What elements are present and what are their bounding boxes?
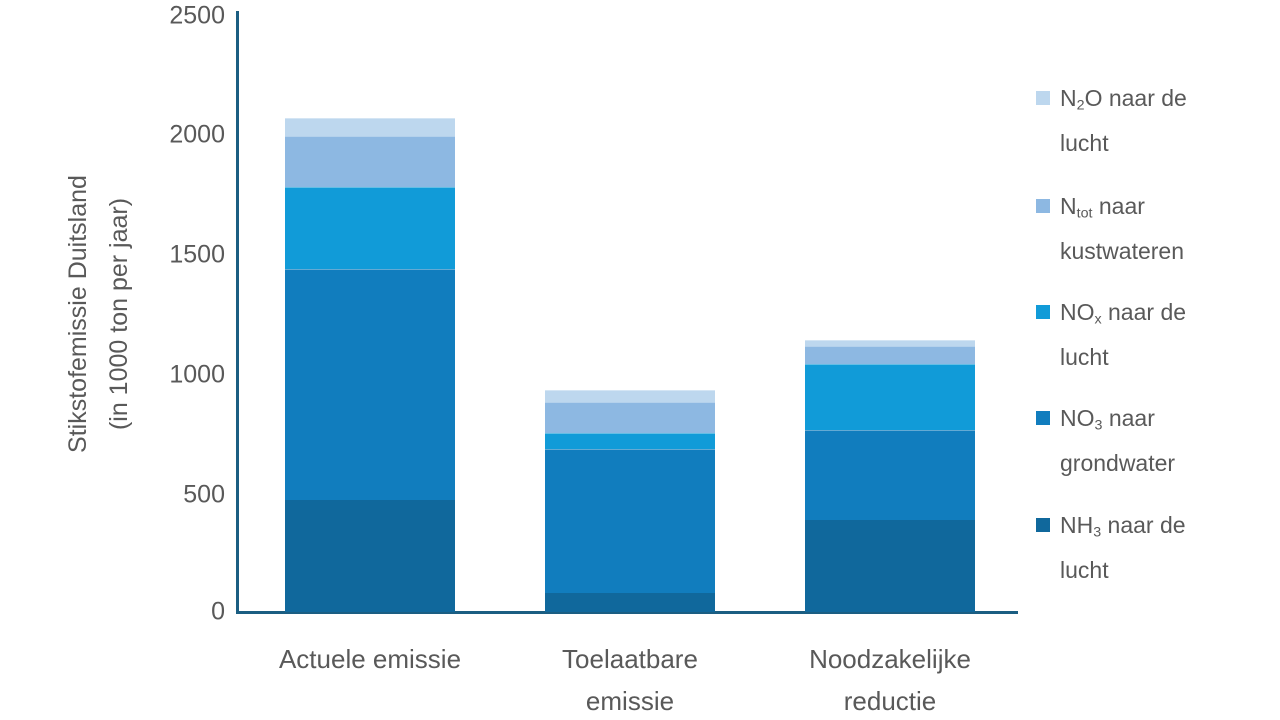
bar-segment-n2o bbox=[285, 117, 455, 136]
legend-item-ntot: Ntot naar kustwateren bbox=[1036, 188, 1184, 270]
bar-actuele-emissie bbox=[285, 117, 455, 612]
bar-segment-ntot bbox=[285, 135, 455, 188]
bar-segment-n2o bbox=[545, 390, 715, 403]
bar-segment-nox bbox=[285, 187, 455, 269]
y-tick-2000: 2000 bbox=[169, 120, 225, 149]
y-axis-title-line2: (in 1000 ton per jaar) bbox=[105, 197, 133, 431]
category-label-line2: emissie bbox=[585, 686, 675, 716]
y-axis-line bbox=[236, 11, 239, 614]
legend-label-nh3: NH3 naar de lucht bbox=[1060, 512, 1186, 583]
bar-segment-ntot bbox=[545, 402, 715, 434]
plot-area bbox=[239, 12, 1018, 612]
bar-segment-ntot bbox=[805, 345, 975, 364]
bar-segment-no3 bbox=[805, 429, 975, 520]
legend-swatch-no3 bbox=[1036, 411, 1050, 425]
legend-item-no3: NO3 naar grondwater bbox=[1036, 400, 1175, 482]
legend-swatch-nox bbox=[1036, 305, 1050, 319]
y-tick-500: 500 bbox=[183, 480, 225, 509]
legend-swatch-nh3 bbox=[1036, 518, 1050, 532]
category-label-noodzakelijke-reductie: Noodzakelijke reductie bbox=[740, 638, 1040, 720]
bar-segment-nox bbox=[545, 433, 715, 449]
y-axis-title-line1: Stikstofemissie Duitsland bbox=[64, 175, 92, 453]
bar-segment-no3 bbox=[545, 448, 715, 593]
legend-item-nox: NOx naar de lucht bbox=[1036, 294, 1186, 376]
category-label-toelaatbare-emissie: Toelaatbare emissie bbox=[480, 638, 780, 720]
legend-label-nox: NOx naar de lucht bbox=[1060, 299, 1187, 370]
legend-label-n2o: N2O naar de lucht bbox=[1060, 85, 1187, 156]
legend-swatch-n2o bbox=[1036, 91, 1050, 105]
legend-label-ntot: Ntot naar kustwateren bbox=[1060, 193, 1185, 264]
bar-segment-nh3 bbox=[545, 592, 715, 612]
bar-segment-nh3 bbox=[805, 519, 975, 612]
bar-noodzakelijke-reductie bbox=[805, 339, 975, 612]
legend-item-n2o: N2O naar de lucht bbox=[1036, 80, 1187, 162]
category-label-line1: Toelaatbare bbox=[562, 644, 698, 674]
category-label-actuele-emissie: Actuele emissie bbox=[220, 638, 520, 680]
x-axis-line bbox=[236, 611, 1018, 614]
legend-swatch-ntot bbox=[1036, 199, 1050, 213]
y-tick-0: 0 bbox=[211, 597, 225, 626]
y-tick-2500: 2500 bbox=[169, 1, 225, 30]
bar-toelaatbare-emissie bbox=[545, 390, 715, 612]
category-label-line1: Noodzakelijke bbox=[809, 644, 971, 674]
category-label-line1: Actuele emissie bbox=[278, 644, 462, 674]
category-label-line2: reductie bbox=[843, 686, 937, 716]
bar-segment-n2o bbox=[805, 339, 975, 346]
legend-item-nh3: NH3 naar de lucht bbox=[1036, 507, 1186, 589]
bar-segment-nh3 bbox=[285, 500, 455, 612]
y-tick-1500: 1500 bbox=[169, 240, 225, 269]
legend-label-no3: NO3 naar grondwater bbox=[1060, 405, 1176, 476]
y-axis-title: Stikstofemissie Duitsland (in 1000 ton p… bbox=[58, 14, 142, 614]
bar-segment-no3 bbox=[285, 268, 455, 501]
bar-segment-nox bbox=[805, 363, 975, 430]
y-tick-1000: 1000 bbox=[169, 360, 225, 389]
